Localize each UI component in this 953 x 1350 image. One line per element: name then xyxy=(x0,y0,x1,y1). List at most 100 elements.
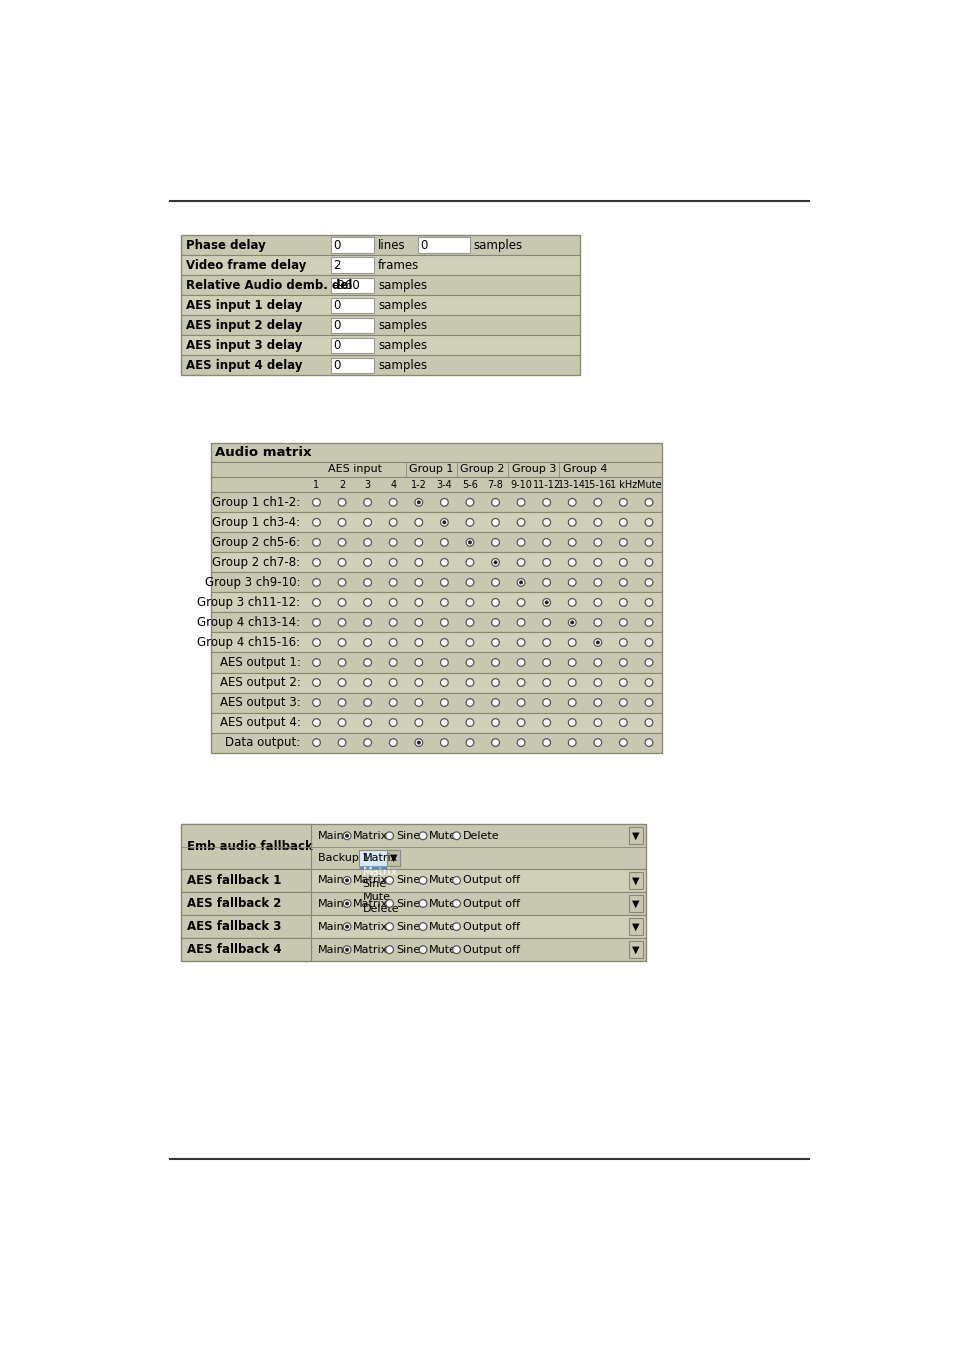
Circle shape xyxy=(491,539,498,547)
Circle shape xyxy=(517,639,524,647)
Circle shape xyxy=(337,718,346,726)
Circle shape xyxy=(337,639,346,647)
Circle shape xyxy=(519,580,522,585)
Circle shape xyxy=(491,718,498,726)
Text: Main:: Main: xyxy=(317,830,348,841)
Text: AES input 3 delay: AES input 3 delay xyxy=(186,339,302,352)
Circle shape xyxy=(345,925,349,929)
Circle shape xyxy=(385,876,393,884)
Circle shape xyxy=(618,598,627,606)
Circle shape xyxy=(337,659,346,667)
Circle shape xyxy=(337,679,346,686)
FancyBboxPatch shape xyxy=(359,878,387,891)
Circle shape xyxy=(618,539,627,547)
Circle shape xyxy=(416,501,420,504)
Circle shape xyxy=(466,699,474,706)
Circle shape xyxy=(440,579,448,586)
Circle shape xyxy=(363,718,371,726)
Circle shape xyxy=(491,738,498,747)
Text: 7-8: 7-8 xyxy=(487,479,503,490)
Circle shape xyxy=(466,659,474,667)
Circle shape xyxy=(389,699,396,706)
Text: Audio matrix: Audio matrix xyxy=(215,446,312,459)
Circle shape xyxy=(389,679,396,686)
Circle shape xyxy=(415,679,422,686)
Text: Group 4 ch13-14:: Group 4 ch13-14: xyxy=(197,616,300,629)
Text: -960: -960 xyxy=(333,278,359,292)
Circle shape xyxy=(594,718,601,726)
Circle shape xyxy=(385,923,393,930)
Circle shape xyxy=(337,539,346,547)
Text: 11-12: 11-12 xyxy=(532,479,560,490)
Circle shape xyxy=(491,659,498,667)
Circle shape xyxy=(466,738,474,747)
Circle shape xyxy=(594,679,601,686)
Circle shape xyxy=(415,639,422,647)
Text: Matrix: Matrix xyxy=(353,922,388,931)
Circle shape xyxy=(594,579,601,586)
Circle shape xyxy=(568,539,576,547)
Circle shape xyxy=(491,639,498,647)
Circle shape xyxy=(343,832,351,840)
Text: Group 2 ch5-6:: Group 2 ch5-6: xyxy=(213,536,300,549)
Text: Mute: Mute xyxy=(429,830,456,841)
Circle shape xyxy=(389,639,396,647)
FancyBboxPatch shape xyxy=(181,869,311,892)
Circle shape xyxy=(517,699,524,706)
Text: Main:: Main: xyxy=(317,899,348,909)
Circle shape xyxy=(568,659,576,667)
Circle shape xyxy=(389,518,396,526)
Circle shape xyxy=(491,699,498,706)
Text: Output off: Output off xyxy=(462,945,519,954)
Text: 1 kHz: 1 kHz xyxy=(609,479,637,490)
Circle shape xyxy=(440,679,448,686)
Circle shape xyxy=(363,559,371,566)
Circle shape xyxy=(542,718,550,726)
Circle shape xyxy=(491,679,498,686)
Circle shape xyxy=(389,659,396,667)
Circle shape xyxy=(313,679,320,686)
FancyBboxPatch shape xyxy=(181,355,579,375)
Circle shape xyxy=(517,679,524,686)
Text: Sine: Sine xyxy=(362,879,387,890)
Circle shape xyxy=(542,679,550,686)
Circle shape xyxy=(337,498,346,506)
Circle shape xyxy=(491,559,498,566)
FancyBboxPatch shape xyxy=(418,238,469,252)
Text: 2: 2 xyxy=(333,259,340,271)
Text: Phase delay: Phase delay xyxy=(186,239,265,251)
Circle shape xyxy=(385,946,393,953)
Circle shape xyxy=(517,738,524,747)
Text: 0: 0 xyxy=(333,339,340,352)
FancyBboxPatch shape xyxy=(181,915,311,938)
Circle shape xyxy=(337,559,346,566)
Circle shape xyxy=(440,718,448,726)
FancyBboxPatch shape xyxy=(211,572,661,593)
Circle shape xyxy=(644,738,652,747)
Circle shape xyxy=(618,518,627,526)
Text: AES output 2:: AES output 2: xyxy=(219,676,300,688)
Circle shape xyxy=(415,659,422,667)
Circle shape xyxy=(517,559,524,566)
Circle shape xyxy=(466,579,474,586)
Circle shape xyxy=(440,539,448,547)
Circle shape xyxy=(517,579,524,586)
Circle shape xyxy=(568,559,576,566)
Text: samples: samples xyxy=(377,298,427,312)
Circle shape xyxy=(568,579,576,586)
Circle shape xyxy=(594,639,601,647)
Text: Matrix: Matrix xyxy=(353,875,388,886)
Circle shape xyxy=(313,738,320,747)
Text: Delete: Delete xyxy=(462,830,498,841)
Circle shape xyxy=(313,659,320,667)
Circle shape xyxy=(313,618,320,626)
Circle shape xyxy=(418,923,427,930)
Text: samples: samples xyxy=(473,239,522,251)
FancyBboxPatch shape xyxy=(359,865,387,878)
FancyBboxPatch shape xyxy=(359,850,399,865)
Circle shape xyxy=(385,899,393,907)
Circle shape xyxy=(517,539,524,547)
Text: ▼: ▼ xyxy=(390,853,397,863)
Circle shape xyxy=(415,699,422,706)
Circle shape xyxy=(363,639,371,647)
